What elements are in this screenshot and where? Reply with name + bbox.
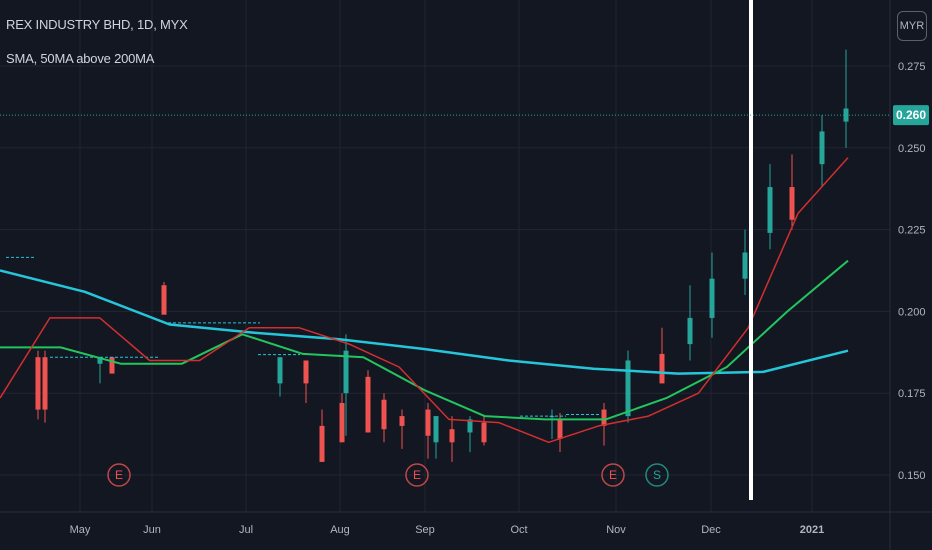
event-marker-E[interactable]: E [405, 463, 429, 487]
candle [819, 115, 825, 188]
candle [687, 285, 693, 361]
svg-text:E: E [413, 468, 421, 482]
candle [97, 357, 103, 384]
x-tick-label: Aug [330, 524, 350, 536]
candle [467, 416, 473, 453]
candle [481, 416, 487, 446]
y-tick-label: 0.150 [898, 470, 926, 482]
indicator-label: SMA, 50MA above 200MA [6, 51, 155, 66]
candle [35, 350, 41, 420]
candle [709, 252, 715, 338]
x-tick-label: Nov [606, 524, 626, 536]
x-tick-label: Jul [239, 524, 253, 536]
event-marker-S[interactable]: S [645, 463, 669, 487]
candle [449, 416, 455, 462]
chart-title: REX INDUSTRY BHD, 1D, MYX [6, 17, 188, 32]
candle [42, 350, 48, 423]
candle [319, 409, 325, 462]
event-marker-E[interactable]: E [107, 463, 131, 487]
event-marker-E[interactable]: E [601, 463, 625, 487]
candle [109, 357, 115, 374]
last-price-label: 0.260 [896, 108, 926, 122]
x-tick-label: Jun [143, 524, 161, 536]
currency-badge[interactable]: MYR [897, 11, 927, 41]
x-tick-label: May [70, 524, 91, 536]
candle [303, 360, 309, 404]
candle [742, 229, 748, 296]
candle [365, 370, 371, 433]
candle [767, 164, 773, 250]
y-tick-label: 0.200 [898, 306, 926, 318]
candle [659, 327, 665, 384]
y-tick-label: 0.250 [898, 143, 926, 155]
candle [425, 403, 431, 459]
ma-line-1 [0, 259, 849, 421]
candle [843, 49, 849, 148]
y-tick-label: 0.275 [898, 61, 926, 73]
svg-text:E: E [609, 468, 617, 482]
last-price-tag [893, 105, 929, 126]
ma-line-2 [0, 157, 849, 444]
x-tick-label: Oct [510, 524, 527, 536]
x-tick-label: 2021 [800, 524, 824, 536]
svg-text:E: E [115, 468, 123, 482]
svg-text:S: S [653, 468, 661, 482]
candle [343, 334, 349, 436]
x-tick-label: Sep [415, 524, 435, 536]
candle [339, 393, 345, 443]
candle [399, 409, 405, 449]
candle [433, 416, 439, 459]
ma-line-0 [0, 269, 849, 375]
candle [549, 409, 555, 440]
candle [161, 281, 167, 315]
candle [277, 357, 283, 397]
y-tick-label: 0.225 [898, 225, 926, 237]
candle [381, 393, 387, 443]
candle [789, 154, 795, 230]
x-tick-label: Dec [701, 524, 721, 536]
y-tick-label: 0.175 [898, 388, 926, 400]
